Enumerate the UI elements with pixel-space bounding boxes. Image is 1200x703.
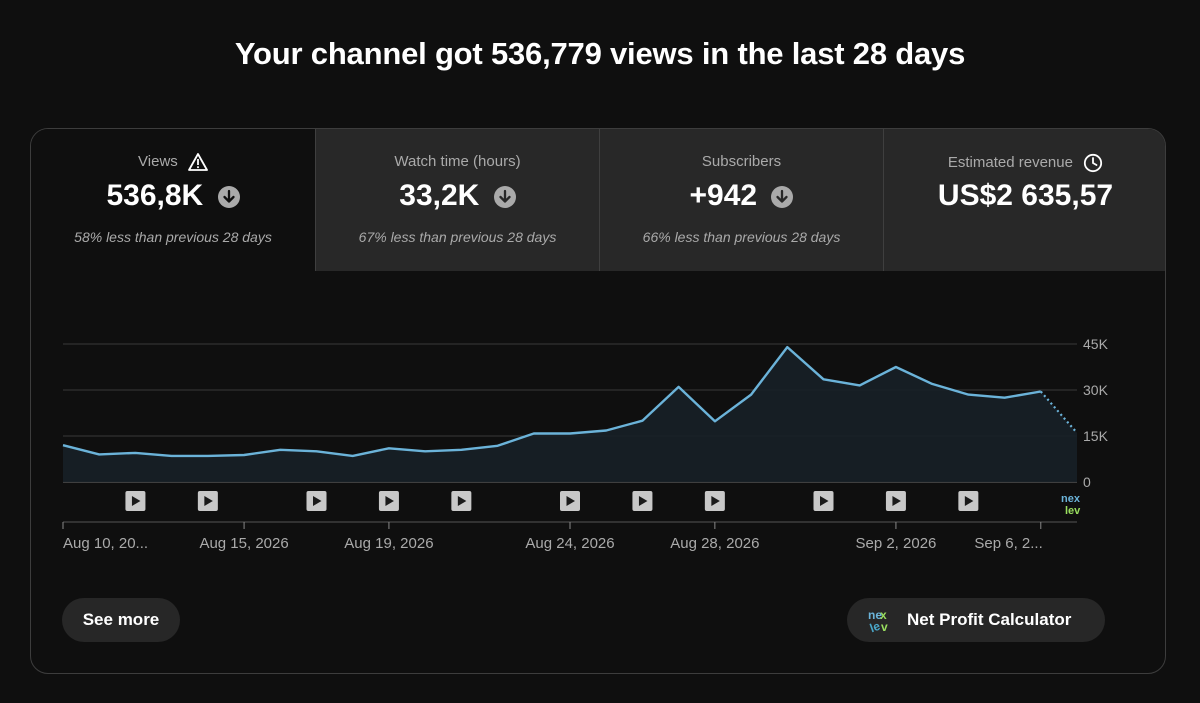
data-point[interactable] bbox=[821, 376, 827, 382]
data-point[interactable] bbox=[1038, 389, 1044, 395]
nexlev-logo-icon: ne x le v bbox=[868, 608, 888, 633]
svg-text:nex: nex bbox=[1061, 493, 1081, 505]
see-more-button[interactable]: See more bbox=[62, 598, 180, 642]
tab-revenue[interactable]: Estimated revenue US$2 635,57 bbox=[883, 129, 1165, 271]
svg-text:v: v bbox=[881, 620, 888, 633]
analytics-card: Views 536,8K 58% less than previous 28 d… bbox=[30, 128, 1166, 674]
tab-subscribers[interactable]: Subscribers +942 66% less than previous … bbox=[599, 129, 883, 271]
tab-watch-time[interactable]: Watch time (hours) 33,2K 67% less than p… bbox=[315, 129, 599, 271]
tab-revenue-label: Estimated revenue bbox=[947, 153, 1073, 171]
data-point[interactable] bbox=[205, 453, 211, 459]
net-profit-calculator-button[interactable]: ne x le v Net Profit Calculator bbox=[847, 598, 1105, 642]
data-point[interactable] bbox=[712, 418, 718, 424]
warning-icon[interactable] bbox=[188, 153, 208, 171]
data-point[interactable] bbox=[639, 418, 645, 424]
data-point[interactable] bbox=[132, 450, 138, 456]
arrow-down-icon bbox=[493, 186, 516, 209]
y-tick-label: 15K bbox=[1083, 428, 1109, 444]
video-marker-icon[interactable] bbox=[451, 491, 472, 511]
data-point[interactable] bbox=[314, 448, 320, 454]
y-tick-label: 30K bbox=[1083, 382, 1109, 398]
y-tick-label: 0 bbox=[1083, 474, 1091, 490]
data-point[interactable] bbox=[603, 427, 609, 433]
arrow-down-icon bbox=[217, 186, 240, 209]
tab-watch-time-value: 33,2K bbox=[399, 179, 480, 212]
data-point[interactable] bbox=[96, 451, 102, 457]
data-point[interactable] bbox=[169, 453, 175, 459]
video-marker-icon[interactable] bbox=[958, 491, 979, 511]
data-point[interactable] bbox=[531, 431, 537, 437]
tab-watch-time-note: 67% less than previous 28 days bbox=[358, 229, 557, 245]
tab-revenue-value: US$2 635,57 bbox=[937, 179, 1114, 212]
arrow-down-icon bbox=[771, 186, 794, 209]
svg-text:ne: ne bbox=[868, 608, 882, 622]
data-point[interactable] bbox=[929, 381, 935, 387]
data-point[interactable] bbox=[1002, 395, 1008, 401]
views-area-fill bbox=[63, 347, 1077, 482]
x-tick-label: Aug 15, 2026 bbox=[199, 535, 288, 552]
data-point[interactable] bbox=[277, 447, 283, 453]
tab-views[interactable]: Views 536,8K 58% less than previous 28 d… bbox=[31, 129, 315, 271]
tab-views-label: Views bbox=[138, 153, 178, 170]
data-point[interactable] bbox=[495, 443, 501, 449]
clock-icon[interactable] bbox=[1083, 153, 1103, 173]
x-tick-label: Aug 19, 2026 bbox=[344, 535, 433, 552]
video-marker-icon[interactable] bbox=[885, 491, 906, 511]
video-marker-icon[interactable] bbox=[632, 491, 653, 511]
tab-subscribers-label: Subscribers bbox=[701, 153, 782, 170]
views-projected-line bbox=[1039, 390, 1078, 434]
data-point[interactable] bbox=[386, 445, 392, 451]
tab-watch-time-label: Watch time (hours) bbox=[394, 153, 521, 170]
data-point[interactable] bbox=[893, 364, 899, 370]
data-point[interactable] bbox=[567, 431, 573, 437]
data-point[interactable] bbox=[60, 442, 66, 448]
y-tick-label: 45K bbox=[1083, 336, 1109, 352]
data-point[interactable] bbox=[458, 447, 464, 453]
x-tick-label: Aug 10, 20... bbox=[63, 535, 148, 552]
metric-tabs: Views 536,8K 58% less than previous 28 d… bbox=[31, 129, 1165, 271]
video-marker-icon[interactable] bbox=[378, 491, 399, 511]
video-marker-icon[interactable] bbox=[704, 491, 725, 511]
svg-text:x: x bbox=[880, 608, 887, 622]
data-point[interactable] bbox=[422, 448, 428, 454]
video-marker-icon[interactable] bbox=[125, 491, 146, 511]
tab-views-note: 58% less than previous 28 days bbox=[74, 229, 272, 245]
video-marker-icon[interactable] bbox=[197, 491, 218, 511]
data-point[interactable] bbox=[748, 392, 754, 398]
data-point[interactable] bbox=[965, 392, 971, 398]
tab-views-value: 536,8K bbox=[106, 179, 204, 212]
x-tick-label: Sep 6, 2... bbox=[974, 535, 1042, 552]
video-marker-icon[interactable] bbox=[813, 491, 834, 511]
data-point[interactable] bbox=[241, 452, 247, 458]
svg-text:lev: lev bbox=[1065, 505, 1081, 517]
data-point[interactable] bbox=[676, 384, 682, 390]
x-tick-label: Aug 28, 2026 bbox=[670, 535, 759, 552]
tab-subscribers-value: +942 bbox=[689, 179, 758, 212]
data-point[interactable] bbox=[1074, 430, 1080, 436]
tab-subscribers-note: 66% less than previous 28 days bbox=[642, 229, 841, 245]
data-point[interactable] bbox=[784, 344, 790, 350]
x-tick-label: Aug 24, 2026 bbox=[525, 535, 614, 552]
x-tick-label: Sep 2, 2026 bbox=[855, 535, 936, 552]
net-profit-calculator-label: Net Profit Calculator bbox=[907, 610, 1072, 629]
data-point[interactable] bbox=[350, 453, 356, 459]
views-series-line bbox=[62, 345, 1042, 458]
video-marker-icon[interactable] bbox=[306, 491, 327, 511]
headline: Your channel got 536,779 views in the la… bbox=[234, 36, 966, 71]
video-marker-icon[interactable] bbox=[560, 491, 580, 511]
data-point[interactable] bbox=[857, 382, 863, 388]
